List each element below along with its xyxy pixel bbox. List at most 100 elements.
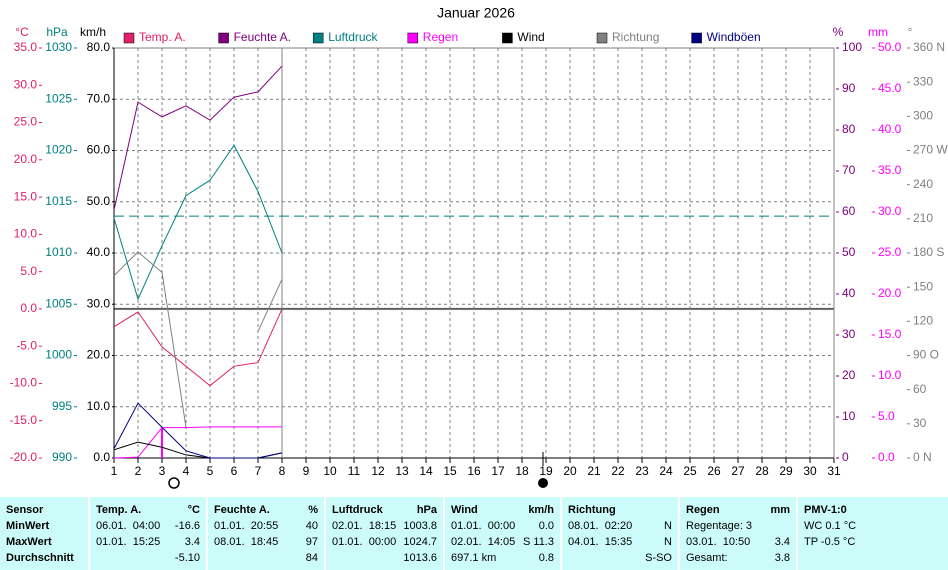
x-tick-label: 25 <box>683 464 697 478</box>
y-tick-label: 20.0 <box>87 348 111 362</box>
chart-title: Januar 2026 <box>437 5 515 21</box>
x-tick-label: 27 <box>731 464 745 478</box>
y-tick-label: 1030 <box>45 40 72 54</box>
moon-full <box>168 477 180 489</box>
column-header: Temp. A. <box>96 504 142 516</box>
cell-left: 08.01. 02:20 <box>568 520 633 532</box>
y-tick-label: 45.0 <box>878 81 902 95</box>
x-tick-label: 30 <box>803 464 817 478</box>
legend-label: Wind <box>517 30 544 44</box>
legend-swatch <box>691 32 702 44</box>
x-tick-label: 21 <box>587 464 601 478</box>
y-tick-label: 25.0 <box>878 245 902 259</box>
x-tick-label: 6 <box>231 464 238 478</box>
cell-left: Gesamt: <box>686 552 728 564</box>
y-tick-label: 5.0 <box>878 409 895 423</box>
cell-left: 08.01. 18:45 <box>214 536 279 548</box>
series-line <box>113 308 283 387</box>
cell-right: -5.10 <box>174 552 200 564</box>
legend-swatch <box>123 32 135 44</box>
x-tick-label: 20 <box>563 464 577 478</box>
y-tick-label: 30 <box>842 327 856 341</box>
cell-right: 3.8 <box>774 552 790 564</box>
cell-right: S-SO <box>645 552 672 564</box>
y-tick-label: 1020 <box>45 143 72 157</box>
column-unit: mm <box>770 504 790 516</box>
y-tick-label: 50.0 <box>878 40 902 54</box>
series-line <box>113 144 283 301</box>
column-header: Regen <box>686 504 720 516</box>
legend-swatch <box>502 32 513 44</box>
cell-left: 697.1 km <box>451 552 497 564</box>
cell-left: 01.01. 20:55 <box>214 520 279 532</box>
table-column: Wind km/h 01.01. 00:00 0.0 02.01. 14:05 S 11.… <box>443 497 560 570</box>
legend-swatch <box>218 32 229 44</box>
y-tick-label: 1000 <box>45 348 72 362</box>
cell-right: 84 <box>305 552 318 564</box>
y-tick-label: 40.0 <box>878 122 902 136</box>
x-tick-label: 23 <box>635 464 649 478</box>
table-column: Temp. A. °C 06.01. 04:00 -16.6 01.01. 15:25 3… <box>88 497 206 570</box>
cell-right: 0.0 <box>538 520 554 532</box>
x-tick-label: 31 <box>827 464 841 478</box>
x-tick-label: 3 <box>159 464 166 478</box>
y-tick-label: 990 <box>52 450 72 464</box>
column-header: Feuchte A. <box>214 504 270 516</box>
cell-left: WC 0.1 °C <box>804 520 857 532</box>
y-tick-label: 35.0 <box>878 163 902 177</box>
y-tick-label: 360 N <box>913 40 945 54</box>
chart: Januar 2026 1 2 3 4 5 6 7 8 9 10 11 12 13 14 15 16 17 18 1… <box>10 5 948 489</box>
column-header: Wind <box>451 504 478 516</box>
x-tick-label: 11 <box>348 464 361 478</box>
y-tick-label: 40 <box>842 286 856 300</box>
cell-left: 03.01. 10:50 <box>686 536 751 548</box>
y-tick-label: 15.0 <box>878 327 902 341</box>
y-tick-label: -5.0 <box>16 338 37 352</box>
cell-right: N <box>664 520 672 532</box>
y-tick-label: -20.0 <box>10 450 38 464</box>
legend-label: Temp. A. <box>139 30 186 44</box>
cell-right: 97 <box>305 536 318 548</box>
y-tick-label: 10.0 <box>87 399 111 413</box>
cell-left: 02.01. 18:15 <box>332 520 397 532</box>
x-tick-label: 9 <box>303 464 310 478</box>
cell-left: MaxWert <box>6 536 52 548</box>
y-tick-label: 1015 <box>45 194 72 208</box>
legend-label: Richtung <box>612 30 659 44</box>
cell-right: 3.4 <box>184 536 200 548</box>
series-line <box>113 251 283 428</box>
axis-unit: ° <box>908 25 913 39</box>
y-tick-label: 90 <box>842 81 856 95</box>
column-unit: % <box>308 504 318 516</box>
cell-left: MinWert <box>6 520 50 532</box>
series-line <box>113 426 282 459</box>
axis-unit: °C <box>15 25 29 39</box>
table-column: Luftdruck hPa 02.01. 18:15 1003.8 01.01. 00:… <box>324 497 443 570</box>
y-tick-label: 35.0 <box>14 40 38 54</box>
x-tick-label: 10 <box>323 464 337 478</box>
x-tick-label: 14 <box>419 464 433 478</box>
series-line <box>113 65 283 211</box>
y-tick-label: 300 <box>913 109 933 123</box>
cell-right: 1024.7 <box>403 536 437 548</box>
y-tick-label: 25.0 <box>14 115 38 129</box>
cell-right: -16.6 <box>174 520 200 532</box>
y-tick-label: 20 <box>842 368 856 382</box>
x-tick-label: 7 <box>255 464 262 478</box>
y-tick-label: 1025 <box>45 91 72 105</box>
y-tick-label: 60 <box>842 204 856 218</box>
table-column: Feuchte A.% 01.01. 20:55 40 08.01. 18:45 97 8… <box>206 497 324 570</box>
y-tick-label: 90 O <box>913 348 939 362</box>
x-tick-label: 12 <box>371 464 385 478</box>
y-tick-label: 30.0 <box>87 296 111 310</box>
y-tick-label: 10.0 <box>878 368 902 382</box>
axis-unit: % <box>833 25 844 39</box>
y-tick-label: 240 <box>913 177 933 191</box>
column-unit: hPa <box>416 504 437 516</box>
cell-left: Durchschnitt <box>6 552 74 564</box>
y-tick-label: 80.0 <box>87 40 111 54</box>
axis-unit: mm <box>868 25 888 39</box>
column-unit: km/h <box>528 504 554 516</box>
y-tick-label: 210 <box>913 211 933 225</box>
y-tick-label: 20.0 <box>878 286 902 300</box>
